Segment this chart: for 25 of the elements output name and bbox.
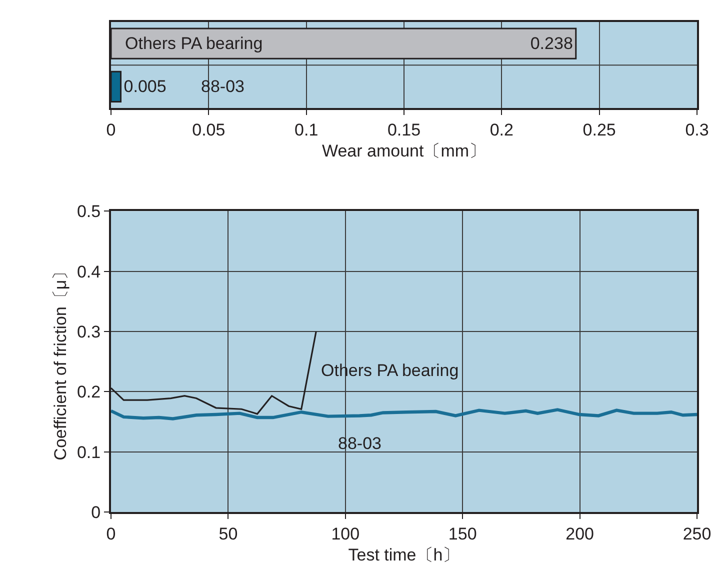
x-tick-label: 0.3 xyxy=(685,120,709,140)
y-tick-label: 0.1 xyxy=(76,442,101,462)
x-tick-label: 0.15 xyxy=(387,120,421,140)
x-tick-label: 250 xyxy=(682,524,712,544)
x-tick-label: 150 xyxy=(448,524,477,544)
x-tick-label: 0.05 xyxy=(192,120,226,140)
y-tick-label: 0.4 xyxy=(76,262,101,282)
y-tick-label: 0 xyxy=(91,502,101,522)
x-tick-label: 0.25 xyxy=(582,120,616,140)
x-tick-label: 50 xyxy=(218,524,238,544)
data-label: 0.238 xyxy=(530,34,573,54)
y-tick-label: 0.2 xyxy=(76,382,101,402)
y-tick-label: 0.3 xyxy=(76,322,101,342)
x-tick-label: 0 xyxy=(106,120,116,140)
x-tick-label: 0.1 xyxy=(294,120,318,140)
x-tick-label: 0 xyxy=(106,524,116,544)
x-axis-title: Test time〔h〕 xyxy=(348,545,460,564)
x-tick-label: 0.2 xyxy=(490,120,514,140)
data-label: 0.005 xyxy=(124,77,166,96)
y-tick-label: 0.5 xyxy=(76,202,101,222)
x-tick-label: 200 xyxy=(566,524,594,544)
y-axis-title: Coefficient of friction〔μ〕 xyxy=(51,262,70,460)
line-series xyxy=(111,408,697,420)
x-axis-title: Wear amount〔mm〕 xyxy=(322,142,486,161)
x-tick-label: 100 xyxy=(331,524,360,544)
